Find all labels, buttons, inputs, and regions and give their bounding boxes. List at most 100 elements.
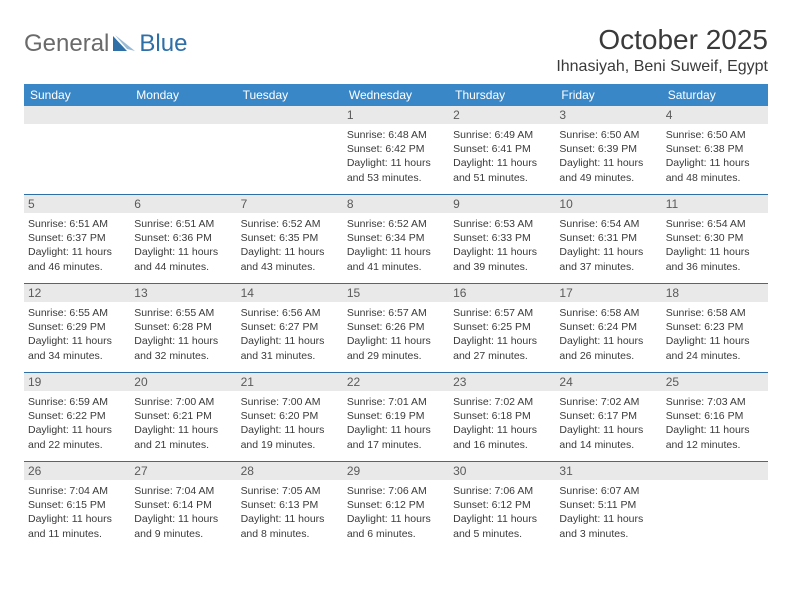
day-info: Sunrise: 6:49 AMSunset: 6:41 PMDaylight:… [453,126,551,185]
day-cell: Sunrise: 7:00 AMSunset: 6:20 PMDaylight:… [237,391,343,461]
day-daylight2: and 39 minutes. [453,260,551,274]
weekday-header: Saturday [662,84,768,106]
day-cell: Sunrise: 6:50 AMSunset: 6:39 PMDaylight:… [555,124,661,194]
day-cell: Sunrise: 6:51 AMSunset: 6:36 PMDaylight:… [130,213,236,283]
day-cell: Sunrise: 6:55 AMSunset: 6:29 PMDaylight:… [24,302,130,372]
day-daylight2: and 41 minutes. [347,260,445,274]
day-daylight1: Daylight: 11 hours [134,423,232,437]
day-daylight1: Daylight: 11 hours [453,334,551,348]
day-daylight2: and 24 minutes. [666,349,764,363]
day-number [237,106,343,124]
day-info: Sunrise: 6:58 AMSunset: 6:24 PMDaylight:… [559,304,657,363]
day-info: Sunrise: 6:50 AMSunset: 6:39 PMDaylight:… [559,126,657,185]
day-daylight2: and 5 minutes. [453,527,551,541]
day-daylight2: and 17 minutes. [347,438,445,452]
day-cell: Sunrise: 6:58 AMSunset: 6:24 PMDaylight:… [555,302,661,372]
day-sunset: Sunset: 6:13 PM [241,498,339,512]
day-info: Sunrise: 6:52 AMSunset: 6:34 PMDaylight:… [347,215,445,274]
day-cell [662,480,768,550]
day-sunset: Sunset: 6:14 PM [134,498,232,512]
day-info: Sunrise: 6:07 AMSunset: 5:11 PMDaylight:… [559,482,657,541]
day-number [130,106,236,124]
day-cell: Sunrise: 7:04 AMSunset: 6:14 PMDaylight:… [130,480,236,550]
day-daylight1: Daylight: 11 hours [241,334,339,348]
day-sunrise: Sunrise: 7:00 AM [241,395,339,409]
day-sunset: Sunset: 6:17 PM [559,409,657,423]
day-daylight1: Daylight: 11 hours [666,334,764,348]
day-cell [237,124,343,194]
day-sunset: Sunset: 6:27 PM [241,320,339,334]
daynum-row: 12131415161718 [24,284,768,302]
logo-triangle-icon [113,33,135,56]
day-number: 26 [24,462,130,480]
day-cell: Sunrise: 6:51 AMSunset: 6:37 PMDaylight:… [24,213,130,283]
day-info: Sunrise: 6:50 AMSunset: 6:38 PMDaylight:… [666,126,764,185]
day-sunset: Sunset: 6:15 PM [28,498,126,512]
day-info: Sunrise: 7:04 AMSunset: 6:15 PMDaylight:… [28,482,126,541]
day-cell: Sunrise: 7:02 AMSunset: 6:17 PMDaylight:… [555,391,661,461]
day-sunrise: Sunrise: 7:04 AM [134,484,232,498]
day-number: 23 [449,373,555,391]
day-number: 24 [555,373,661,391]
day-daylight1: Daylight: 11 hours [134,334,232,348]
day-sunrise: Sunrise: 6:52 AM [241,217,339,231]
day-info: Sunrise: 7:01 AMSunset: 6:19 PMDaylight:… [347,393,445,452]
week-row: Sunrise: 6:48 AMSunset: 6:42 PMDaylight:… [24,124,768,195]
day-info: Sunrise: 6:56 AMSunset: 6:27 PMDaylight:… [241,304,339,363]
day-daylight2: and 49 minutes. [559,171,657,185]
day-sunset: Sunset: 6:20 PM [241,409,339,423]
weekday-header: Friday [555,84,661,106]
day-number: 19 [24,373,130,391]
day-sunrise: Sunrise: 7:06 AM [347,484,445,498]
day-sunrise: Sunrise: 6:48 AM [347,128,445,142]
weekday-header: Tuesday [237,84,343,106]
daynum-row: 19202122232425 [24,373,768,391]
day-cell [130,124,236,194]
day-cell: Sunrise: 6:50 AMSunset: 6:38 PMDaylight:… [662,124,768,194]
day-sunrise: Sunrise: 7:03 AM [666,395,764,409]
day-sunrise: Sunrise: 6:59 AM [28,395,126,409]
day-cell: Sunrise: 6:53 AMSunset: 6:33 PMDaylight:… [449,213,555,283]
day-daylight2: and 44 minutes. [134,260,232,274]
day-cell: Sunrise: 6:56 AMSunset: 6:27 PMDaylight:… [237,302,343,372]
day-sunset: Sunset: 6:24 PM [559,320,657,334]
day-number: 22 [343,373,449,391]
day-daylight2: and 12 minutes. [666,438,764,452]
day-daylight1: Daylight: 11 hours [559,245,657,259]
day-number: 7 [237,195,343,213]
week-row: Sunrise: 6:55 AMSunset: 6:29 PMDaylight:… [24,302,768,373]
day-sunrise: Sunrise: 6:56 AM [241,306,339,320]
day-daylight2: and 9 minutes. [134,527,232,541]
day-info: Sunrise: 7:06 AMSunset: 6:12 PMDaylight:… [453,482,551,541]
day-sunset: Sunset: 6:41 PM [453,142,551,156]
day-cell: Sunrise: 6:59 AMSunset: 6:22 PMDaylight:… [24,391,130,461]
day-daylight1: Daylight: 11 hours [559,423,657,437]
day-daylight2: and 46 minutes. [28,260,126,274]
day-info: Sunrise: 6:51 AMSunset: 6:36 PMDaylight:… [134,215,232,274]
day-info: Sunrise: 6:57 AMSunset: 6:25 PMDaylight:… [453,304,551,363]
day-sunrise: Sunrise: 7:00 AM [134,395,232,409]
day-info: Sunrise: 6:54 AMSunset: 6:31 PMDaylight:… [559,215,657,274]
day-number: 14 [237,284,343,302]
day-cell: Sunrise: 6:58 AMSunset: 6:23 PMDaylight:… [662,302,768,372]
day-sunset: Sunset: 6:12 PM [453,498,551,512]
day-daylight1: Daylight: 11 hours [666,423,764,437]
day-daylight2: and 14 minutes. [559,438,657,452]
daynum-row: 1234 [24,106,768,124]
week-row: Sunrise: 7:04 AMSunset: 6:15 PMDaylight:… [24,480,768,550]
day-number: 4 [662,106,768,124]
week-row: Sunrise: 6:51 AMSunset: 6:37 PMDaylight:… [24,213,768,284]
logo-text-blue: Blue [139,30,187,58]
day-sunset: Sunset: 6:38 PM [666,142,764,156]
day-daylight1: Daylight: 11 hours [666,245,764,259]
day-sunrise: Sunrise: 6:54 AM [666,217,764,231]
day-sunrise: Sunrise: 7:01 AM [347,395,445,409]
day-daylight1: Daylight: 11 hours [28,512,126,526]
day-daylight1: Daylight: 11 hours [559,512,657,526]
day-daylight1: Daylight: 11 hours [347,245,445,259]
day-sunrise: Sunrise: 6:50 AM [559,128,657,142]
day-daylight1: Daylight: 11 hours [241,423,339,437]
day-sunset: Sunset: 6:36 PM [134,231,232,245]
day-sunrise: Sunrise: 6:57 AM [453,306,551,320]
day-sunset: Sunset: 6:31 PM [559,231,657,245]
